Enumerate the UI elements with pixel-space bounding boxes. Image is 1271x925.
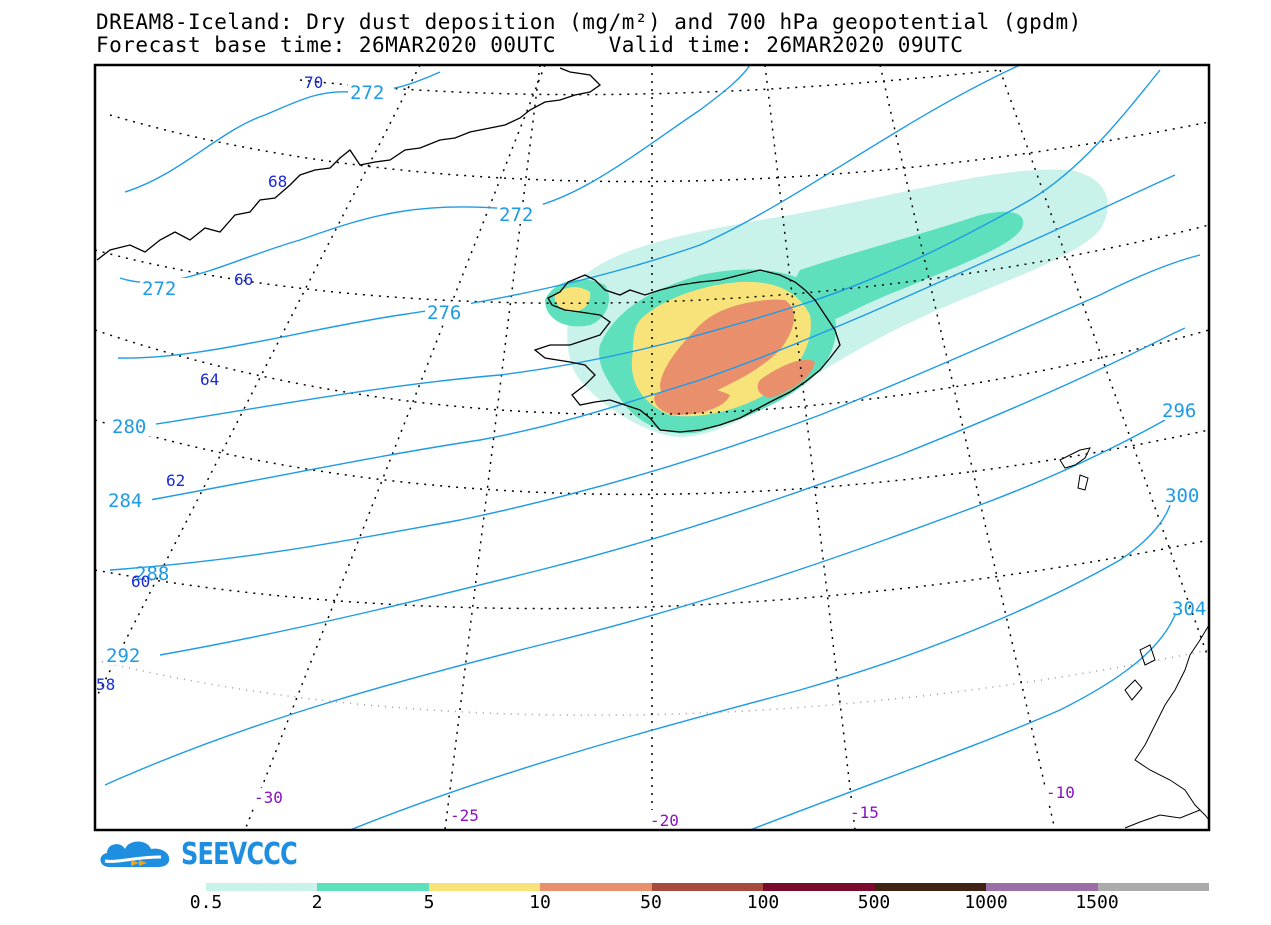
legend-swatch <box>206 883 318 891</box>
graticule <box>95 65 1209 830</box>
legend-label: 500 <box>857 892 891 913</box>
meridian-minus-15 <box>764 65 856 830</box>
contour-label-276: 276 <box>427 302 461 324</box>
latitude-label-68: 68 <box>268 172 287 191</box>
legend-label: 1500 <box>1075 892 1119 913</box>
legend-swatch <box>317 883 429 891</box>
contour-label-296: 296 <box>1162 400 1196 422</box>
dust-level-10-south <box>654 387 730 415</box>
latitude-label-62: 62 <box>166 471 185 490</box>
latitude-label-58: 58 <box>96 675 115 694</box>
legend-swatch <box>540 883 652 891</box>
legend-swatch <box>874 883 987 891</box>
geopotential-contours <box>104 65 1201 830</box>
meridian-minus-10 <box>879 65 1056 830</box>
longitude-label-minus-10: -10 <box>1046 783 1075 802</box>
coastlines <box>96 67 1209 829</box>
legend-swatch <box>763 883 875 891</box>
dust-level-10 <box>660 299 795 402</box>
contour-label-304: 304 <box>1172 598 1206 620</box>
contour-304 <box>749 614 1176 830</box>
map-frame <box>93 63 1211 832</box>
contour-label-292: 292 <box>106 645 140 667</box>
seevccc-logo: SEEVCCC <box>95 836 326 872</box>
contour-280 <box>149 69 1161 426</box>
dust-level-5-westfjords <box>554 287 591 312</box>
latitude-label-70: 70 <box>304 73 323 92</box>
legend-label: 0.5 <box>189 892 223 913</box>
map-subtitle: Forecast base time: 26MAR2020 00UTC Vali… <box>96 33 964 57</box>
map-title: DREAM8-Iceland: Dry dust deposition (mg/… <box>96 10 1082 34</box>
contour-label-288: 288 <box>135 563 169 585</box>
contour-276 <box>117 65 1021 359</box>
dust-level-2 <box>793 211 1024 330</box>
meridian-minus-25 <box>444 65 541 830</box>
parallel-62 <box>95 419 1209 496</box>
contour-272-mid <box>119 65 751 284</box>
logo-text: SEEVCCC <box>181 836 298 872</box>
legend-label: 2 <box>311 892 323 913</box>
legend-label: 50 <box>640 892 662 913</box>
contour-292 <box>159 327 1186 656</box>
latitude-label-66: 66 <box>234 270 253 289</box>
longitude-label-minus-15: -15 <box>850 803 879 822</box>
contour-label-280: 280 <box>112 416 146 438</box>
contour-288 <box>109 254 1201 571</box>
latitude-label-64: 64 <box>200 370 219 389</box>
contour-label-272: 272 <box>142 278 176 300</box>
longitude-label-minus-25: -25 <box>450 806 479 825</box>
legend-label: 10 <box>529 892 551 913</box>
meridian-minus-30 <box>244 65 546 830</box>
cloud-logo-icon <box>100 841 170 867</box>
parallel-70 <box>299 69 1001 96</box>
legend-label: 1000 <box>964 892 1008 913</box>
contour-label-272: 272 <box>350 82 384 104</box>
contour-296 <box>104 419 1166 786</box>
dust-legend-colorbar <box>206 883 1209 891</box>
contour-label-272: 272 <box>499 204 533 226</box>
dust-deposition-field <box>545 169 1108 437</box>
legend-label: 5 <box>423 892 435 913</box>
norway-coast <box>1124 624 1209 829</box>
iceland-coast <box>533 269 841 433</box>
legend-swatch <box>986 883 1098 891</box>
greenland-coast <box>96 67 602 261</box>
longitude-label-minus-30: -30 <box>254 788 283 807</box>
forecast-map: 272 272 272 276 280 284 288 292 296 300 … <box>93 63 1211 832</box>
contour-label-284: 284 <box>108 490 142 512</box>
parallel-64 <box>95 329 1209 416</box>
legend-swatch <box>651 883 764 891</box>
norway-islands <box>1124 644 1156 701</box>
contour-300 <box>349 504 1171 830</box>
latitude-label-60: 60 <box>131 572 150 591</box>
contour-label-300: 300 <box>1165 485 1199 507</box>
legend-label: 100 <box>746 892 780 913</box>
meridian-minus-5 <box>999 69 1209 661</box>
longitude-label-minus-20: -20 <box>650 811 679 830</box>
faroe-islands <box>1059 447 1091 491</box>
contour-284 <box>149 174 1176 501</box>
legend-swatch <box>1097 883 1209 891</box>
dust-level-10-east <box>757 359 815 398</box>
legend-swatch <box>428 883 541 891</box>
